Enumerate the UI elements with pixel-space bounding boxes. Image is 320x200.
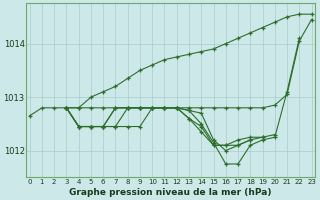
X-axis label: Graphe pression niveau de la mer (hPa): Graphe pression niveau de la mer (hPa) xyxy=(69,188,272,197)
